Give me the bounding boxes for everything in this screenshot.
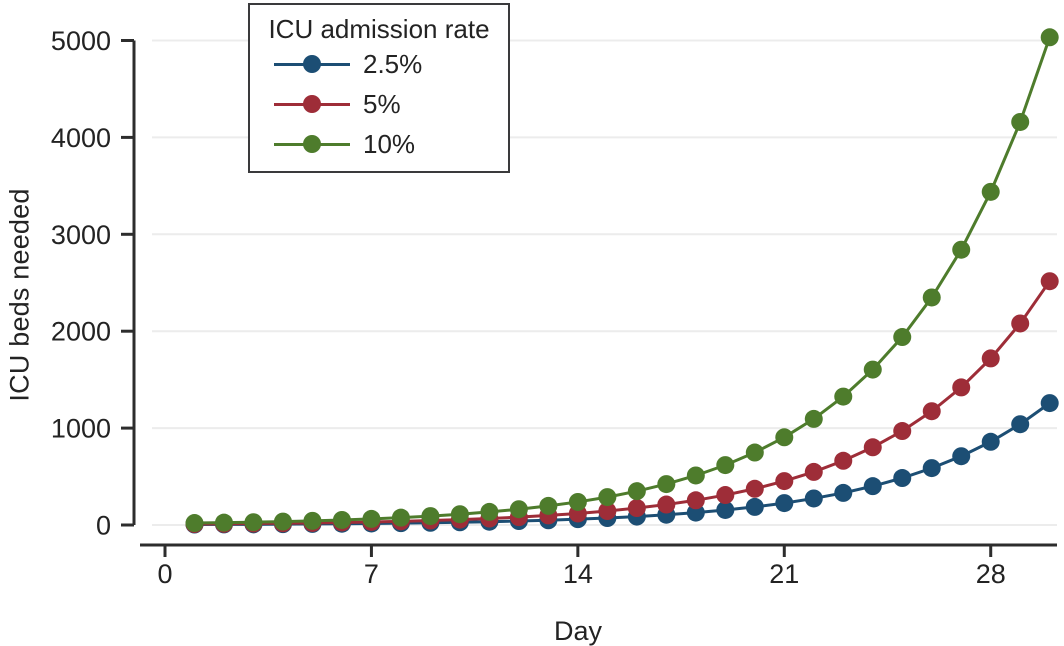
y-tick-label-3000: 3000 bbox=[51, 220, 111, 250]
data-point-5%-day26 bbox=[922, 402, 941, 421]
data-point-2.5%-day27 bbox=[952, 447, 971, 466]
data-point-5%-day18 bbox=[686, 491, 705, 510]
data-point-5%-day27 bbox=[952, 378, 971, 397]
data-point-10%-day16 bbox=[627, 482, 646, 501]
data-point-5%-day15 bbox=[598, 502, 617, 521]
data-point-10%-day11 bbox=[480, 502, 499, 521]
data-point-10%-day23 bbox=[834, 387, 853, 406]
data-point-2.5%-day19 bbox=[716, 500, 735, 519]
data-point-10%-day3 bbox=[244, 513, 263, 532]
data-point-10%-day4 bbox=[273, 512, 292, 531]
data-point-2.5%-day30 bbox=[1040, 394, 1059, 413]
legend-dot-swatch bbox=[303, 135, 321, 153]
legend-marker-2point5pct-icon bbox=[274, 55, 350, 73]
series-line-2.5% bbox=[194, 401, 1051, 527]
data-point-10%-day9 bbox=[421, 507, 440, 526]
y-tick-label-5000: 5000 bbox=[51, 26, 111, 56]
data-point-10%-day30 bbox=[1040, 28, 1059, 47]
data-point-10%-day20 bbox=[745, 443, 764, 462]
x-tick-label-14: 14 bbox=[563, 559, 593, 589]
data-point-10%-day17 bbox=[657, 475, 676, 494]
x-tick-label-28: 28 bbox=[976, 559, 1006, 589]
data-point-10%-day28 bbox=[981, 182, 1000, 201]
data-point-5%-day25 bbox=[893, 422, 912, 441]
data-point-5%-day17 bbox=[657, 495, 676, 514]
data-point-5%-day21 bbox=[775, 472, 794, 491]
legend-dot-swatch bbox=[303, 95, 321, 113]
data-point-5%-day19 bbox=[716, 486, 735, 505]
y-axis-title: ICU beds needed bbox=[4, 188, 35, 402]
data-point-5%-day28 bbox=[981, 349, 1000, 368]
data-point-10%-day2 bbox=[214, 513, 233, 532]
y-tick-label-1000: 1000 bbox=[51, 414, 111, 444]
data-point-2.5%-day21 bbox=[775, 494, 794, 513]
legend-item-5pct: 5% bbox=[250, 84, 508, 124]
data-point-10%-day5 bbox=[303, 511, 322, 530]
legend-marker-10pct-icon bbox=[274, 135, 350, 153]
data-point-2.5%-day29 bbox=[1011, 415, 1030, 434]
data-point-10%-day26 bbox=[922, 288, 941, 307]
data-point-2.5%-day18 bbox=[686, 503, 705, 522]
data-point-10%-day7 bbox=[362, 509, 381, 528]
data-point-10%-day22 bbox=[804, 409, 823, 428]
x-axis-title: Day bbox=[553, 616, 603, 646]
data-point-10%-day8 bbox=[391, 508, 410, 527]
x-tick-label-21: 21 bbox=[769, 559, 799, 589]
data-point-10%-day18 bbox=[686, 466, 705, 485]
data-point-10%-day29 bbox=[1011, 112, 1030, 131]
data-point-2.5%-day25 bbox=[893, 469, 912, 488]
data-point-10%-day25 bbox=[893, 328, 912, 347]
data-point-2.5%-day26 bbox=[922, 459, 941, 478]
data-point-10%-day15 bbox=[598, 488, 617, 507]
data-point-5%-day23 bbox=[834, 451, 853, 470]
data-point-10%-day27 bbox=[952, 240, 971, 259]
legend-item-2point5pct: 2.5% bbox=[250, 44, 508, 84]
x-tick-label-7: 7 bbox=[364, 559, 379, 589]
legend-title: ICU admission rate bbox=[268, 14, 490, 44]
data-point-10%-day14 bbox=[568, 492, 587, 511]
data-point-2.5%-day20 bbox=[745, 497, 764, 516]
legend: ICU admission rate 2.5% 5% 10% bbox=[248, 3, 510, 173]
legend-item-10pct: 10% bbox=[250, 124, 508, 164]
x-tick-label-0: 0 bbox=[157, 559, 172, 589]
data-point-10%-day13 bbox=[539, 496, 558, 515]
y-tick-label-4000: 4000 bbox=[51, 123, 111, 153]
data-point-10%-day6 bbox=[332, 510, 351, 529]
legend-marker-5pct-icon bbox=[274, 95, 350, 113]
data-point-5%-day16 bbox=[627, 499, 646, 518]
data-point-2.5%-day22 bbox=[804, 489, 823, 508]
data-point-2.5%-day28 bbox=[981, 432, 1000, 451]
data-point-5%-day30 bbox=[1040, 272, 1059, 291]
legend-dot-swatch bbox=[303, 55, 321, 73]
legend-label: 10% bbox=[363, 128, 416, 159]
data-point-5%-day29 bbox=[1011, 314, 1030, 333]
data-point-2.5%-day24 bbox=[863, 477, 882, 496]
data-point-2.5%-day23 bbox=[834, 483, 853, 502]
y-tick-label-2000: 2000 bbox=[51, 317, 111, 347]
data-point-10%-day19 bbox=[716, 456, 735, 475]
data-point-5%-day24 bbox=[863, 438, 882, 457]
data-point-10%-day1 bbox=[185, 514, 204, 533]
series-line-5% bbox=[194, 280, 1051, 526]
data-point-10%-day10 bbox=[450, 505, 469, 524]
data-point-5%-day22 bbox=[804, 462, 823, 481]
data-point-10%-day12 bbox=[509, 500, 528, 519]
y-tick-label-0: 0 bbox=[96, 510, 111, 540]
data-point-5%-day20 bbox=[745, 479, 764, 498]
data-point-10%-day21 bbox=[775, 428, 794, 447]
legend-label: 2.5% bbox=[363, 48, 423, 79]
data-point-10%-day24 bbox=[863, 360, 882, 379]
legend-label: 5% bbox=[363, 88, 401, 119]
